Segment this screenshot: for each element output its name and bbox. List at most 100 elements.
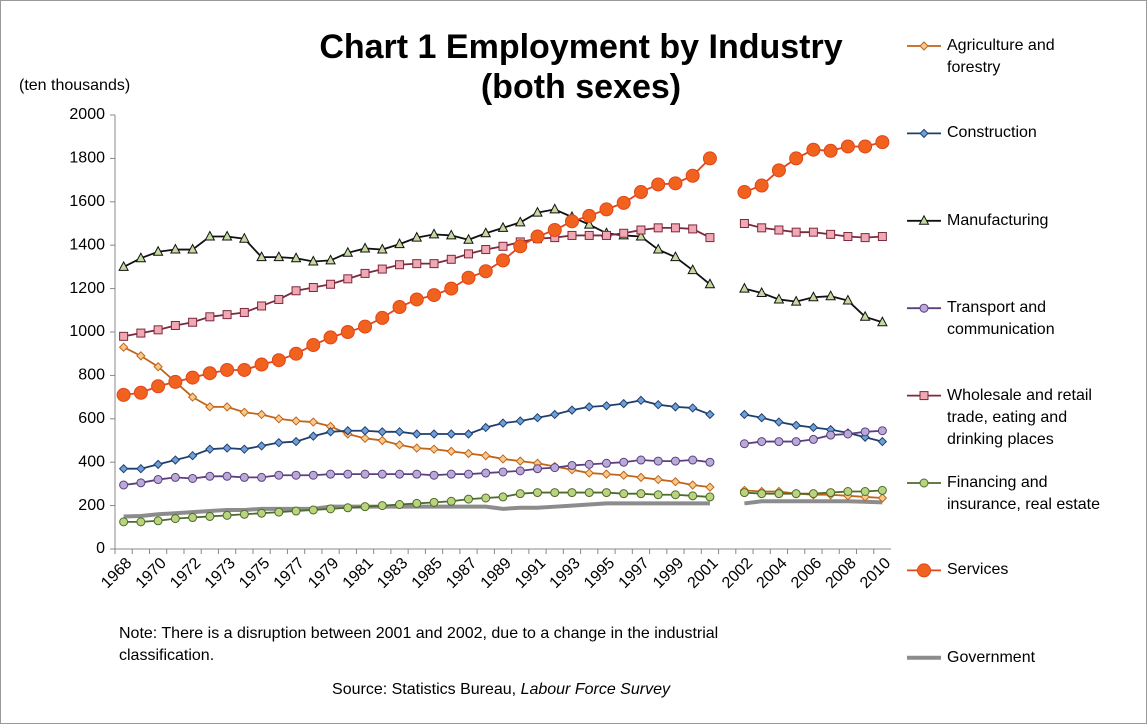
note: Note: There is a disruption between 2001… [119, 625, 719, 664]
y-tick-label: 0 [96, 540, 105, 557]
marker [188, 473, 198, 483]
marker [739, 488, 749, 498]
legend-label: Manufacturing [947, 211, 1049, 229]
marker [860, 233, 870, 243]
marker [739, 409, 750, 420]
marker [670, 477, 681, 487]
marker [601, 488, 611, 498]
marker [412, 498, 422, 508]
marker [308, 431, 319, 441]
legend-label: Construction [947, 124, 1037, 142]
marker [567, 405, 577, 415]
marker [704, 278, 716, 289]
marker [515, 466, 525, 476]
marker [119, 331, 129, 341]
marker [567, 488, 577, 498]
marker [377, 469, 387, 479]
marker [842, 294, 854, 305]
marker [237, 362, 252, 377]
marker [446, 429, 456, 439]
marker [636, 472, 646, 483]
legend-label: Wholesale and retail trade, eating and d… [947, 386, 1092, 448]
marker [188, 513, 198, 523]
marker [687, 480, 698, 490]
marker [205, 402, 215, 412]
marker [205, 471, 215, 481]
legend-marker [918, 214, 930, 225]
marker [877, 493, 888, 503]
marker [170, 455, 181, 465]
marker [445, 229, 457, 240]
marker [395, 260, 405, 270]
marker [239, 444, 250, 454]
y-tick-label: 1600 [69, 193, 105, 210]
marker [136, 478, 146, 488]
marker [429, 259, 439, 269]
marker [826, 430, 836, 440]
y-tick-label: 800 [78, 367, 105, 384]
marker [118, 260, 129, 271]
marker [653, 490, 663, 500]
marker [427, 288, 442, 303]
marker [463, 429, 474, 439]
marker [412, 469, 422, 479]
marker [118, 342, 129, 352]
marker [256, 441, 267, 451]
marker [567, 230, 577, 240]
marker [464, 469, 474, 479]
marker [204, 230, 216, 241]
marker [756, 413, 767, 423]
marker [135, 252, 147, 263]
marker [808, 422, 819, 433]
marker [119, 480, 129, 490]
marker [343, 426, 353, 436]
source-text: Source: Statistics Bureau, [332, 681, 517, 698]
marker [377, 435, 387, 446]
marker [412, 259, 422, 269]
marker [705, 409, 715, 420]
marker [653, 474, 663, 485]
marker [478, 264, 493, 279]
marker [481, 245, 491, 255]
marker [377, 427, 387, 437]
marker [239, 307, 249, 317]
marker [360, 433, 370, 444]
marker [446, 496, 456, 506]
x-tick-label: 2001 [685, 555, 722, 592]
marker [291, 436, 301, 447]
marker [843, 232, 853, 242]
marker [601, 401, 612, 411]
y-tick-label: 2000 [69, 106, 105, 123]
marker [325, 254, 336, 265]
legend-label: Government [947, 648, 1036, 666]
marker [790, 295, 802, 306]
marker [291, 470, 301, 480]
x-tick-label: 2006 [788, 555, 825, 592]
marker [757, 489, 767, 499]
marker [877, 436, 888, 447]
marker [601, 230, 611, 240]
marker [584, 459, 594, 469]
x-tick-label: 1983 [374, 555, 411, 592]
marker [877, 316, 888, 327]
marker [808, 227, 818, 237]
legend-label: Transport and communication [947, 299, 1055, 339]
marker [774, 437, 784, 447]
marker [409, 292, 424, 307]
marker [616, 195, 631, 210]
marker [791, 420, 801, 431]
marker [187, 392, 198, 402]
marker [205, 511, 215, 521]
marker [584, 468, 594, 478]
marker [291, 506, 301, 516]
marker [394, 238, 405, 249]
marker [619, 398, 629, 409]
marker [239, 509, 249, 519]
marker [688, 224, 698, 234]
marker [670, 251, 681, 262]
marker [601, 458, 611, 468]
marker [239, 232, 250, 243]
marker [840, 139, 855, 154]
marker [239, 472, 249, 482]
marker [153, 475, 163, 485]
